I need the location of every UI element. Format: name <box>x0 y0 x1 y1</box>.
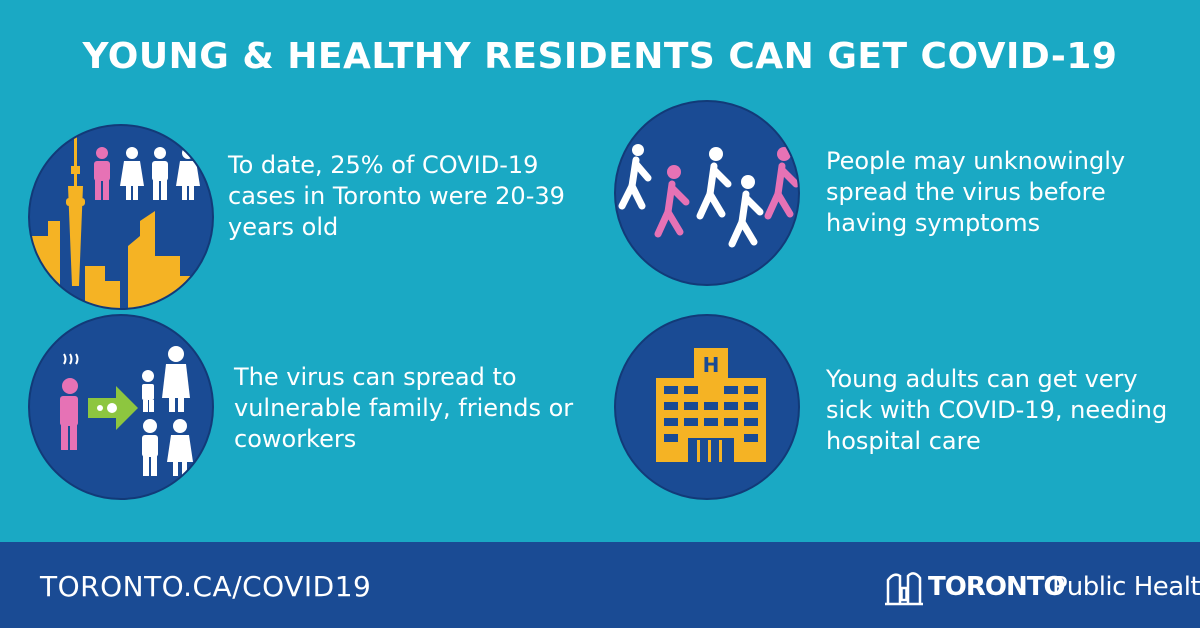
logo-org-name: TORONTO <box>928 572 1066 602</box>
logo-dept-name: Public Health <box>1052 572 1200 602</box>
fact-card-spread: The virus can spread to vulnerable famil… <box>28 314 588 504</box>
fact-card-asymptomatic: People may unknowingly spread the virus … <box>614 100 1174 290</box>
hospital-icon: H <box>614 314 800 500</box>
website-link[interactable]: TORONTO.CA/COVID19 <box>40 570 372 603</box>
fact-text: The virus can spread to vulnerable famil… <box>234 363 574 453</box>
footer-bar: TORONTO.CA/COVID19 TORONTO Public Health <box>0 542 1200 628</box>
fact-text: People may unknowingly spread the virus … <box>826 147 1126 237</box>
fact-card-age: To date, 25% of COVID-19 cases in Toront… <box>28 124 588 314</box>
walking-people-icon <box>614 100 800 286</box>
hospital-sign: H <box>703 353 720 377</box>
city-hall-logo-icon <box>885 572 923 606</box>
virus-spread-family-icon <box>28 314 214 500</box>
page-title: YOUNG & HEALTHY RESIDENTS CAN GET COVID-… <box>82 36 1118 77</box>
city-skyline-people-icon <box>28 124 214 310</box>
fact-text: To date, 25% of COVID-19 cases in Toront… <box>228 151 565 241</box>
fact-card-hospital: H Young adults can get very sick with CO… <box>614 314 1174 504</box>
fact-text: Young adults can get very sick with COVI… <box>826 365 1168 455</box>
